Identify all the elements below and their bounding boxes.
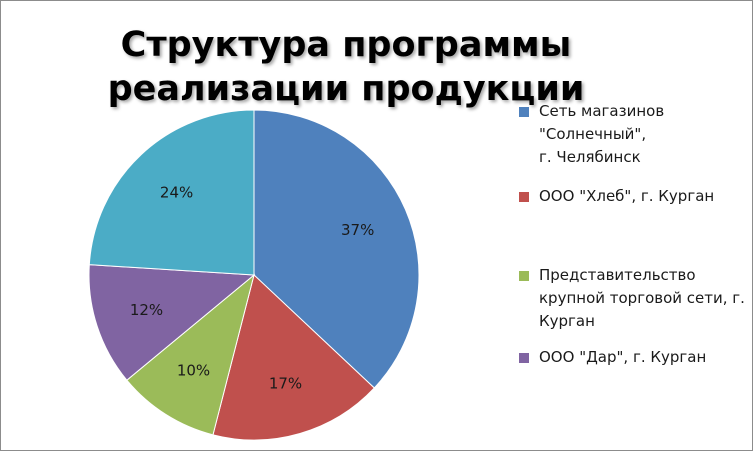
legend-item-khleb: ООО "Хлеб", г. Курган	[519, 185, 749, 208]
legend-swatch	[519, 353, 529, 363]
legend-label: ООО "Дар", г. Курган	[539, 348, 707, 366]
legend-swatch	[519, 271, 529, 281]
slice-data-label: 37%	[341, 221, 374, 239]
legend-item-predstavitelstvo: Представительство крупной торговой сети,…	[519, 264, 749, 333]
slice-data-label: 24%	[160, 184, 193, 202]
legend-label: Сеть магазинов "Солнечный", г. Челябинск	[539, 102, 665, 166]
pie-slice	[126, 273, 255, 436]
legend-item-dar: ООО "Дар", г. Курган	[519, 346, 749, 369]
legend-item-solnechny: Сеть магазинов "Солнечный", г. Челябинск	[519, 100, 749, 169]
legend-label: Представительство крупной торговой сети,…	[539, 266, 745, 330]
pie-slice	[212, 274, 375, 441]
pie-slice	[253, 109, 420, 389]
slice-data-label: 12%	[130, 301, 163, 319]
slice-data-label: 17%	[269, 375, 302, 393]
chart-title: Структура программы реализации продукции	[107, 25, 585, 109]
slice-data-label: 10%	[177, 361, 210, 379]
legend-swatch	[519, 192, 529, 202]
pie-slice	[88, 109, 255, 276]
pie-slice	[88, 264, 256, 381]
legend-label: ООО "Хлеб", г. Курган	[539, 187, 715, 205]
legend-swatch	[519, 107, 529, 117]
